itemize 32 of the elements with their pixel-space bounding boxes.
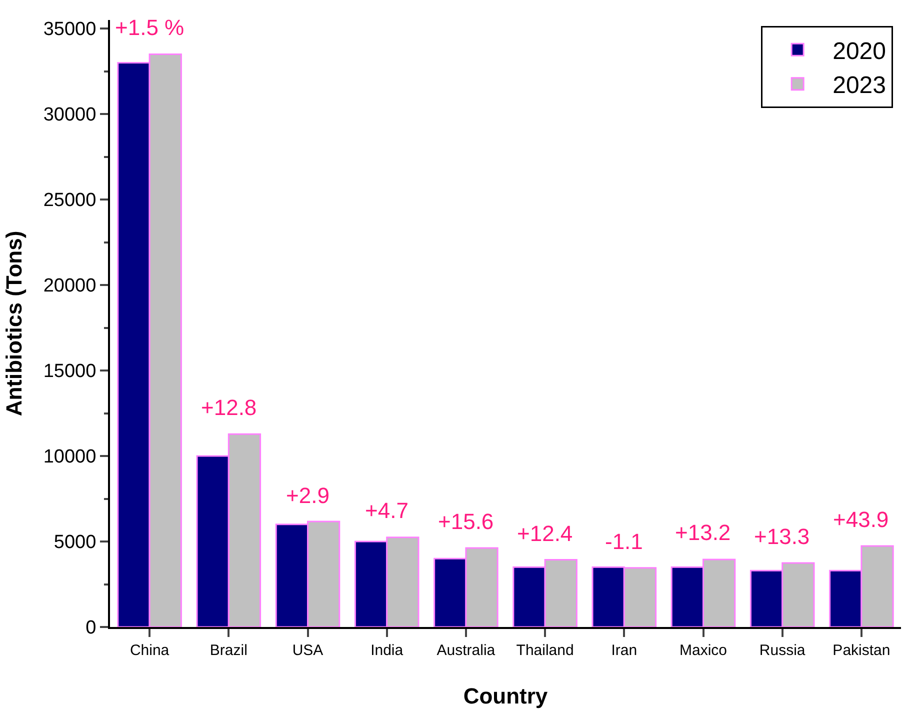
annotation: +13.3 <box>754 524 810 549</box>
y-tick-label: 35000 <box>43 19 96 40</box>
x-tick-label: Thailand <box>516 642 574 659</box>
y-tick-label: 30000 <box>43 104 96 126</box>
y-tick-label: 10000 <box>43 446 96 468</box>
x-axis-title: Country <box>463 683 548 708</box>
annotation: +4.7 <box>365 498 408 523</box>
x-tick-label: Pakistan <box>832 642 890 659</box>
annotation: +2.9 <box>286 483 330 508</box>
annotation: +15.6 <box>438 509 494 534</box>
x-tick-label: Maxico <box>679 642 728 659</box>
y-tick-label: 5000 <box>54 532 96 554</box>
y-axis-title: Antibiotics (Tons) <box>2 230 27 416</box>
x-tick-label: Brazil <box>210 642 248 659</box>
annotation: -1.1 <box>605 529 643 554</box>
y-tick-label: 15000 <box>43 361 96 382</box>
x-tick-label: Iran <box>611 642 638 659</box>
annotation: +12.4 <box>517 521 573 546</box>
legend-label: 2020 <box>832 38 886 66</box>
y-tick-label: 0 <box>86 618 96 639</box>
legend-label: 2023 <box>832 72 886 100</box>
y-tick-label: 20000 <box>43 276 96 297</box>
y-tick-label: 25000 <box>43 190 96 212</box>
annotation: +12.8 <box>201 395 257 420</box>
annotation: +1.5 % <box>115 15 184 40</box>
x-tick-label: USA <box>292 642 324 659</box>
x-tick-label: Russia <box>759 642 806 659</box>
x-tick-label: India <box>370 642 404 659</box>
x-tick-label: China <box>130 642 170 659</box>
x-tick-label: Australia <box>436 642 496 659</box>
annotation: +13.2 <box>675 520 731 545</box>
annotation: +43.9 <box>833 507 889 532</box>
